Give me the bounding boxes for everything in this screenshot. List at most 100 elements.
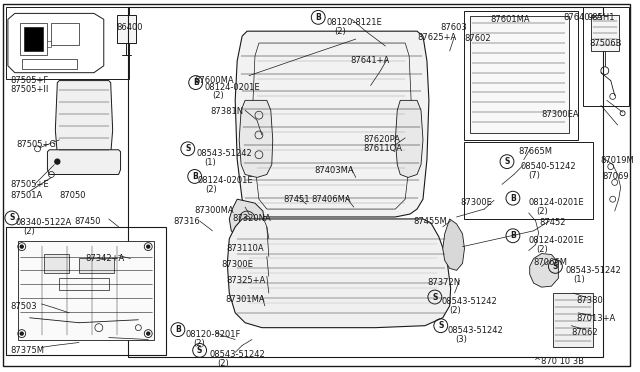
Polygon shape: [396, 100, 423, 177]
Text: 08120-8121E: 08120-8121E: [326, 18, 382, 27]
Bar: [129, 7, 603, 357]
Bar: [465, 12, 578, 140]
Text: 08124-0201E: 08124-0201E: [529, 236, 584, 245]
Text: S: S: [197, 346, 202, 355]
Bar: [20, 23, 47, 55]
Circle shape: [55, 159, 60, 164]
Text: (2): (2): [450, 306, 461, 315]
Text: 87062: 87062: [572, 328, 598, 337]
Circle shape: [147, 245, 150, 248]
Text: 87066M: 87066M: [534, 259, 568, 267]
Text: 87602: 87602: [465, 34, 491, 43]
Polygon shape: [8, 13, 104, 73]
Text: S: S: [432, 292, 438, 302]
Polygon shape: [239, 100, 273, 177]
Bar: [465, 142, 593, 219]
Bar: [470, 16, 569, 133]
Bar: [6, 227, 166, 355]
Bar: [51, 23, 79, 45]
Text: 87019M: 87019M: [601, 156, 635, 165]
Text: (2): (2): [24, 227, 35, 236]
Text: 08543-51242: 08543-51242: [209, 350, 265, 359]
Text: 87372N: 87372N: [427, 278, 460, 287]
Text: 08540-51242: 08540-51242: [521, 161, 577, 171]
Bar: [22, 59, 77, 69]
Text: 87601MA: 87601MA: [490, 15, 530, 25]
Text: B: B: [510, 231, 516, 240]
Text: 87452: 87452: [540, 218, 566, 227]
Bar: [79, 259, 114, 273]
Text: 87069: 87069: [603, 171, 630, 180]
Bar: [47, 41, 51, 47]
Text: B: B: [175, 325, 180, 334]
Text: 08124-0201E: 08124-0201E: [205, 83, 260, 92]
Text: B: B: [316, 13, 321, 22]
Text: 87450: 87450: [74, 217, 100, 226]
Polygon shape: [443, 219, 465, 270]
Polygon shape: [229, 199, 265, 239]
Text: 87403MA: 87403MA: [314, 166, 354, 174]
Polygon shape: [55, 81, 113, 161]
Polygon shape: [530, 254, 558, 287]
Text: (2): (2): [194, 339, 205, 347]
Text: 87603: 87603: [441, 23, 467, 32]
Bar: [583, 7, 628, 106]
Text: 87611QA: 87611QA: [364, 144, 403, 153]
Text: 87625+A: 87625+A: [417, 33, 456, 42]
Text: 87013+A: 87013+A: [576, 314, 616, 323]
Bar: [554, 293, 593, 347]
Text: 08543-51242: 08543-51242: [565, 266, 621, 275]
Text: 873110A: 873110A: [227, 244, 264, 253]
Text: B: B: [510, 194, 516, 203]
Text: (2): (2): [536, 245, 548, 254]
Text: 87620PA: 87620PA: [364, 135, 401, 144]
Bar: [6, 7, 129, 78]
Text: 87300E: 87300E: [461, 198, 492, 207]
Text: 87665M: 87665M: [519, 147, 553, 156]
Text: S: S: [553, 262, 558, 271]
Text: S: S: [438, 321, 444, 330]
Text: 87455M: 87455M: [413, 217, 447, 226]
Text: 87501A: 87501A: [10, 191, 42, 200]
Text: 87342+A: 87342+A: [85, 254, 124, 263]
Text: 87300E: 87300E: [221, 260, 253, 269]
Polygon shape: [47, 150, 120, 174]
Circle shape: [239, 211, 255, 227]
Text: 08124-0201E: 08124-0201E: [529, 198, 584, 207]
Text: (2): (2): [536, 207, 548, 216]
Bar: [18, 241, 154, 340]
Text: 87406MA: 87406MA: [311, 195, 351, 204]
Text: 87600MA: 87600MA: [195, 76, 234, 85]
Text: B: B: [193, 78, 198, 87]
Text: 87506B: 87506B: [589, 39, 621, 48]
Text: 08124-0201E: 08124-0201E: [198, 176, 253, 186]
Bar: [44, 254, 69, 273]
Text: 87380: 87380: [576, 296, 603, 305]
Text: 08543-51242: 08543-51242: [196, 149, 252, 158]
Text: 86400: 86400: [116, 23, 143, 32]
Bar: [591, 15, 619, 51]
Bar: [116, 15, 136, 43]
Text: ^870 10 3B: ^870 10 3B: [534, 357, 584, 366]
Text: 87641+A: 87641+A: [351, 56, 390, 65]
Text: 985H1: 985H1: [587, 13, 614, 22]
Text: (2): (2): [218, 359, 229, 368]
Text: 08543-51242: 08543-51242: [448, 326, 504, 335]
Text: 87300MA: 87300MA: [195, 206, 234, 215]
Text: (7): (7): [529, 170, 541, 180]
Text: 87503: 87503: [10, 302, 36, 311]
Polygon shape: [236, 31, 429, 217]
Text: 87451: 87451: [284, 195, 310, 204]
Circle shape: [20, 332, 23, 335]
Text: 87300EA: 87300EA: [541, 110, 579, 119]
Text: (1): (1): [573, 275, 585, 284]
Text: 87505+F: 87505+F: [10, 76, 48, 85]
Text: (2): (2): [205, 185, 218, 194]
Text: 87375M: 87375M: [10, 346, 44, 355]
Text: B: B: [192, 172, 198, 181]
Text: 87316: 87316: [173, 217, 200, 226]
Text: 08543-51242: 08543-51242: [442, 297, 497, 306]
Text: 87640+A: 87640+A: [563, 13, 603, 22]
Bar: [60, 278, 109, 290]
Text: 87301MA: 87301MA: [225, 295, 265, 304]
